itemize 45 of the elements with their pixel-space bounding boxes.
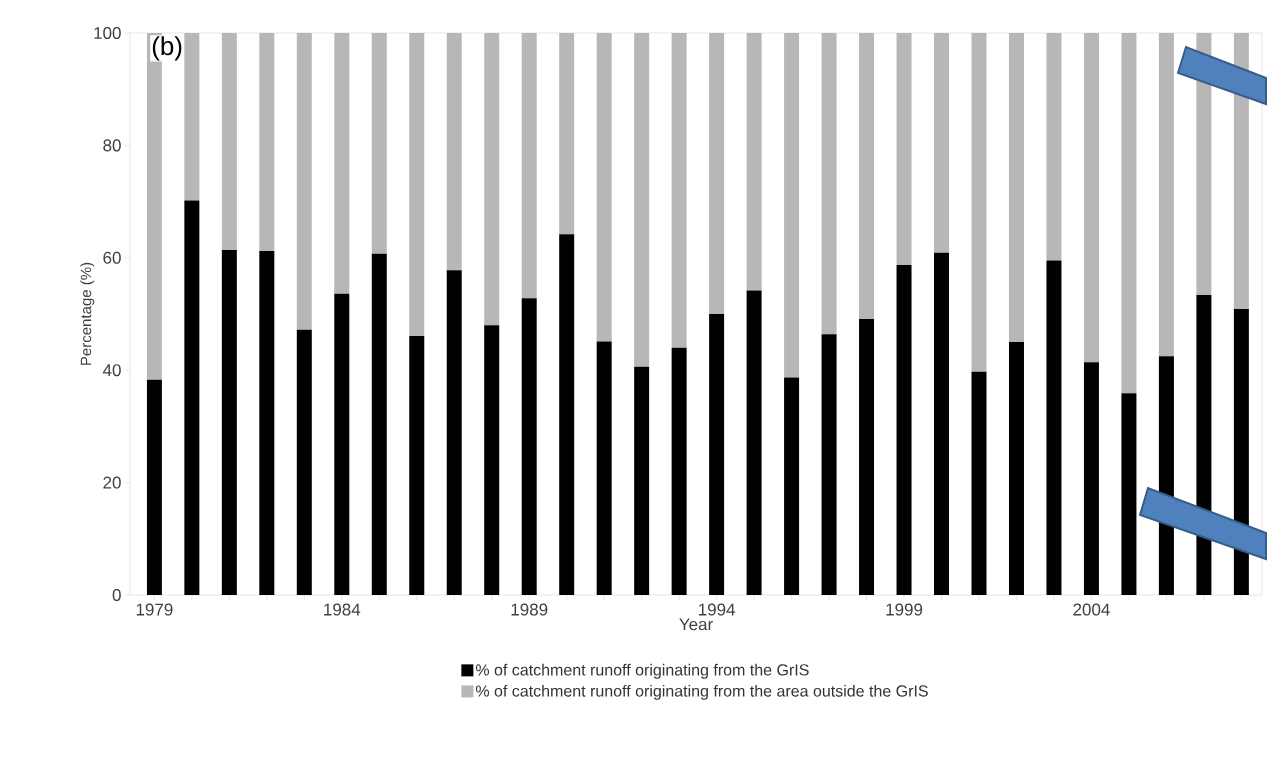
bar (371, 253, 387, 595)
bar (559, 234, 575, 595)
y-tick-label: 20 (103, 476, 121, 489)
bar (296, 329, 312, 595)
bar (784, 377, 800, 595)
x-axis-title: Year (679, 618, 713, 631)
y-tick-label: 100 (94, 26, 121, 40)
y-tick-label: 80 (103, 139, 121, 152)
x-tick-label: 1979 (136, 603, 173, 616)
bar (259, 251, 275, 595)
bar (409, 335, 425, 595)
bar (709, 313, 725, 595)
bar (484, 325, 500, 595)
bar (146, 379, 162, 595)
legend-label: % of catchment runoff originating from the area outside the GrIS (475, 684, 928, 700)
x-tick-label: 1989 (511, 603, 548, 616)
bar (521, 298, 537, 595)
annotation: (b) (152, 36, 182, 61)
bar (1121, 393, 1137, 595)
bar (896, 265, 912, 595)
bar (934, 252, 950, 595)
y-tick-label: 0 (112, 588, 121, 602)
bar (1083, 362, 1099, 595)
bar (634, 366, 650, 595)
y-axis-title: Percentage (%) (80, 262, 95, 365)
legend-label: % of catchment runoff originating from the GrIS (475, 663, 809, 679)
bar (859, 319, 875, 595)
x-tick-label: 1999 (886, 603, 923, 616)
bar (184, 200, 200, 595)
y-tick-label: 60 (103, 251, 121, 264)
bar (971, 371, 987, 595)
bar (671, 347, 687, 595)
bar (1008, 342, 1024, 595)
bar (746, 290, 762, 595)
bar (221, 249, 237, 595)
bar (821, 334, 837, 595)
x-tick-label: 1984 (324, 603, 361, 616)
bar (1046, 260, 1062, 595)
bar (596, 341, 612, 595)
x-tick-label: 2004 (1073, 603, 1110, 616)
x-tick-label: 1994 (699, 603, 736, 616)
y-tick-label: 40 (102, 364, 121, 377)
bar (446, 270, 462, 595)
bar (1233, 308, 1249, 595)
bar (334, 293, 350, 595)
